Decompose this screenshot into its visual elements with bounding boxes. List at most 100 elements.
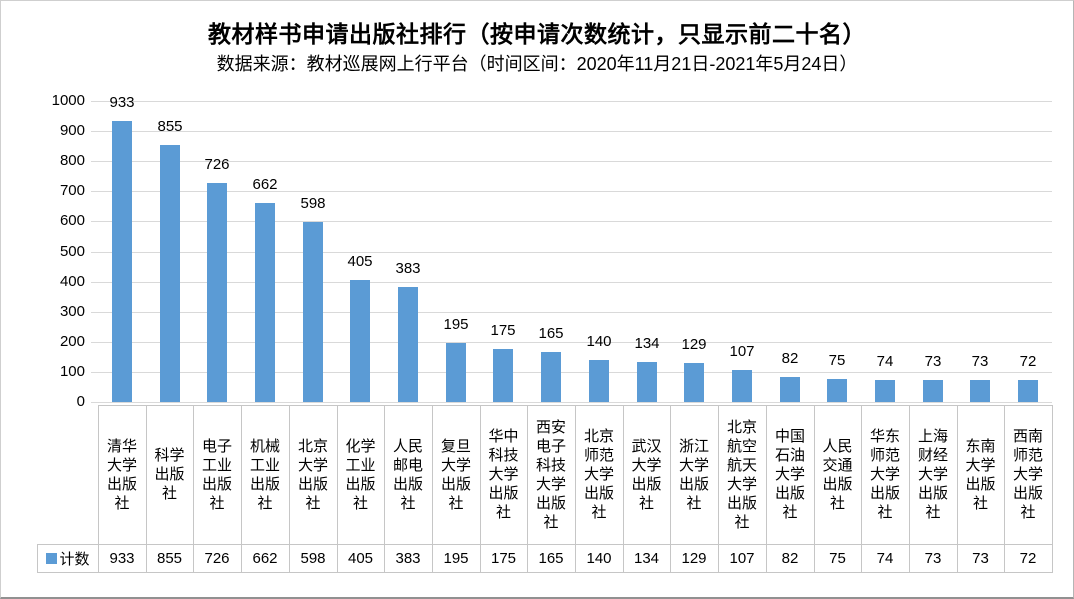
gridline bbox=[91, 312, 1052, 313]
table-divider bbox=[575, 405, 576, 572]
table-value-cell: 134 bbox=[633, 550, 660, 567]
chart-subtitle: 数据来源：教材巡展网上行平台（时间区间：2020年11月21日-2021年5月2… bbox=[216, 54, 858, 74]
bar bbox=[589, 360, 609, 402]
table-divider bbox=[432, 405, 433, 572]
bar bbox=[923, 380, 943, 402]
table-value-cell: 73 bbox=[972, 550, 989, 567]
y-axis-tick-label: 500 bbox=[59, 243, 85, 260]
gridline bbox=[91, 131, 1052, 132]
bar-value-label: 73 bbox=[971, 353, 989, 370]
table-value-cell: 165 bbox=[538, 550, 564, 567]
bar bbox=[112, 121, 132, 402]
category-label: 复旦 大学 出版 社 bbox=[440, 437, 471, 512]
y-axis-tick-label: 200 bbox=[59, 333, 85, 350]
series-name-label: 计数 bbox=[59, 551, 90, 568]
bar-value-label: 74 bbox=[876, 353, 894, 370]
bar bbox=[350, 280, 370, 402]
gridline bbox=[91, 402, 1052, 403]
category-label: 科学 出版 社 bbox=[154, 447, 185, 502]
chart-title: 教材样书申请出版社排行（按申请次数统计，只显示前二十名） bbox=[208, 21, 866, 47]
bar-value-label: 140 bbox=[586, 333, 612, 350]
bar bbox=[1018, 380, 1038, 402]
table-value-cell: 140 bbox=[586, 550, 612, 567]
table-divider bbox=[766, 405, 767, 572]
table-value-cell: 75 bbox=[829, 550, 846, 567]
gridline bbox=[91, 191, 1052, 192]
bar bbox=[875, 380, 895, 402]
bar-value-label: 134 bbox=[634, 335, 660, 352]
category-label: 浙江 大学 出版 社 bbox=[678, 437, 709, 512]
bar-value-label: 598 bbox=[300, 195, 326, 212]
table-value-cell: 195 bbox=[443, 550, 469, 567]
table-divider bbox=[957, 405, 958, 572]
bar-value-label: 855 bbox=[157, 118, 183, 135]
category-label: 机械 工业 出版 社 bbox=[249, 437, 280, 512]
bar-value-label: 82 bbox=[781, 350, 799, 367]
bar-value-label: 933 bbox=[109, 94, 135, 111]
table-divider bbox=[527, 405, 528, 572]
table-value-cell: 662 bbox=[252, 550, 278, 567]
bar-value-label: 195 bbox=[443, 316, 469, 333]
bar bbox=[255, 203, 275, 402]
table-divider bbox=[384, 405, 385, 572]
bar bbox=[446, 343, 466, 402]
y-axis-tick-label: 600 bbox=[59, 212, 85, 229]
bar bbox=[493, 349, 513, 402]
table-value-cell: 598 bbox=[300, 550, 326, 567]
table-top-border bbox=[98, 405, 1053, 406]
y-axis-tick-label: 300 bbox=[59, 303, 85, 320]
table-divider bbox=[623, 405, 624, 572]
data-table-legend-cell: 计数 bbox=[38, 545, 98, 572]
bar bbox=[207, 183, 227, 402]
category-label: 西南 师范 大学 出版 社 bbox=[1012, 428, 1043, 521]
gridline bbox=[91, 342, 1052, 343]
table-value-cell: 855 bbox=[156, 550, 183, 567]
bar bbox=[303, 222, 323, 402]
bar bbox=[684, 363, 704, 402]
table-bottom-border bbox=[37, 572, 1053, 573]
bar-value-label: 129 bbox=[681, 336, 707, 353]
category-label: 华中 科技 大学 出版 社 bbox=[488, 428, 519, 521]
bar-value-label: 73 bbox=[924, 353, 942, 370]
table-divider bbox=[241, 405, 242, 572]
series-color-swatch-icon bbox=[46, 553, 58, 564]
gridline bbox=[91, 161, 1052, 162]
category-label: 北京 大学 出版 社 bbox=[297, 437, 328, 512]
gridline bbox=[91, 372, 1052, 373]
table-divider bbox=[1004, 405, 1005, 572]
y-axis-tick-label: 800 bbox=[59, 152, 85, 169]
bar-value-label: 383 bbox=[395, 260, 421, 277]
bar bbox=[970, 380, 990, 402]
bar-value-label: 165 bbox=[538, 325, 564, 342]
bar-value-label: 726 bbox=[204, 156, 230, 173]
table-divider bbox=[1052, 405, 1053, 572]
gridline bbox=[91, 221, 1052, 222]
bar-value-label: 72 bbox=[1019, 353, 1037, 370]
bar bbox=[780, 377, 800, 402]
bar-value-label: 107 bbox=[729, 343, 755, 360]
gridline bbox=[91, 252, 1052, 253]
table-divider bbox=[480, 405, 481, 572]
y-axis-tick-label: 400 bbox=[59, 273, 85, 290]
table-divider bbox=[289, 405, 290, 572]
table-divider bbox=[193, 405, 194, 572]
table-divider bbox=[670, 405, 671, 572]
category-label: 清华 大学 出版 社 bbox=[106, 437, 137, 512]
bar bbox=[160, 145, 180, 402]
table-divider bbox=[718, 405, 719, 572]
y-axis-tick-label: 900 bbox=[59, 122, 85, 139]
table-value-cell: 405 bbox=[347, 550, 374, 567]
category-label: 人民 交通 出版 社 bbox=[822, 437, 853, 512]
category-label: 中国 石油 大学 出版 社 bbox=[774, 428, 805, 521]
y-axis-tick-label: 100 bbox=[59, 363, 85, 380]
bar bbox=[732, 370, 752, 402]
table-value-cell: 383 bbox=[395, 550, 421, 567]
category-label: 化学 工业 出版 社 bbox=[345, 437, 376, 512]
y-axis-tick-label: 0 bbox=[76, 393, 85, 410]
table-value-cell: 72 bbox=[1019, 550, 1037, 567]
bar-value-label: 175 bbox=[490, 322, 516, 339]
gridline bbox=[91, 282, 1052, 283]
table-value-cell: 933 bbox=[109, 550, 135, 567]
bar bbox=[637, 362, 657, 402]
